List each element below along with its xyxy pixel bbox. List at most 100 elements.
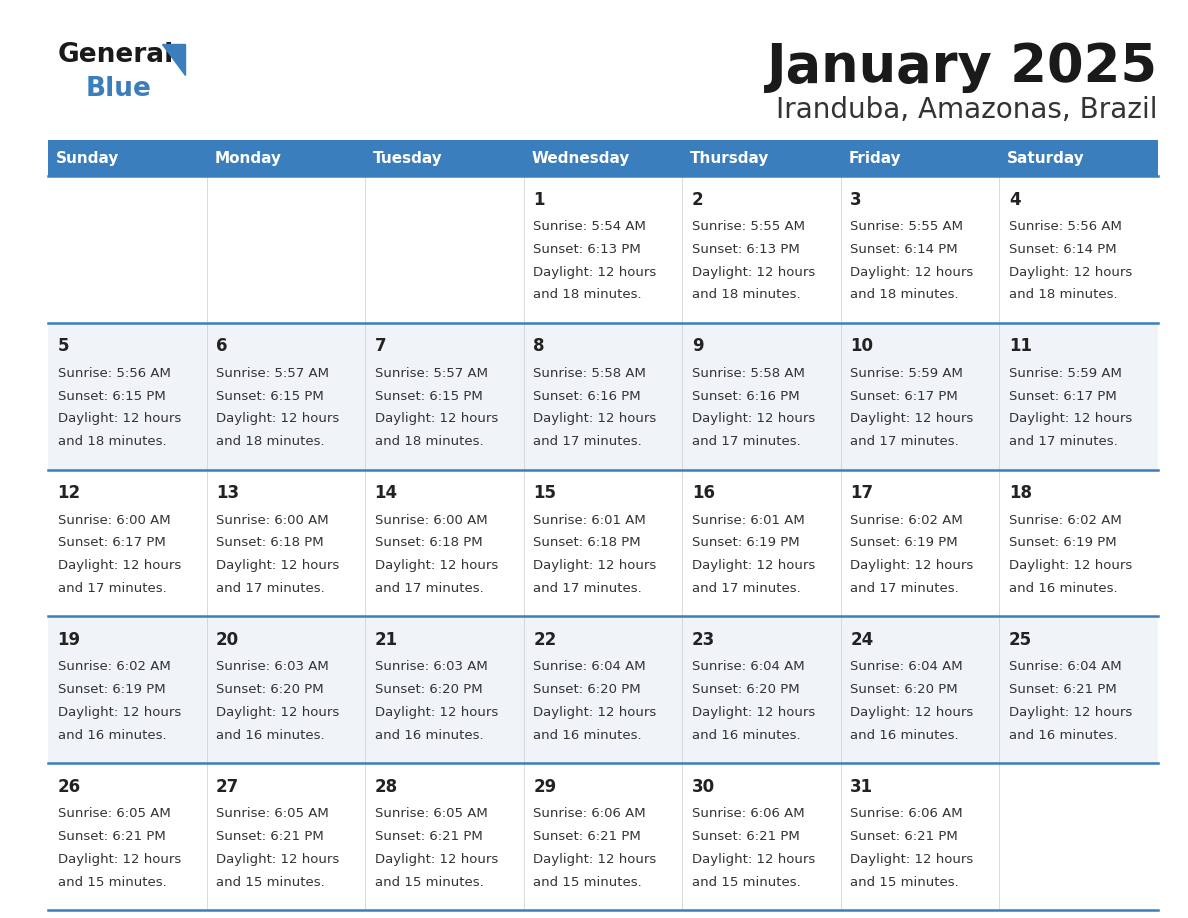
Text: Sunrise: 6:06 AM: Sunrise: 6:06 AM	[691, 807, 804, 821]
Text: Sunrise: 6:04 AM: Sunrise: 6:04 AM	[1009, 660, 1121, 674]
Text: and 18 minutes.: and 18 minutes.	[1009, 288, 1118, 301]
Text: Friday: Friday	[848, 151, 902, 165]
Text: Daylight: 12 hours: Daylight: 12 hours	[691, 412, 815, 425]
Text: and 15 minutes.: and 15 minutes.	[57, 876, 166, 889]
Text: and 17 minutes.: and 17 minutes.	[533, 582, 642, 595]
Text: Sunrise: 6:05 AM: Sunrise: 6:05 AM	[374, 807, 487, 821]
Text: Sunrise: 6:00 AM: Sunrise: 6:00 AM	[374, 514, 487, 527]
Text: and 15 minutes.: and 15 minutes.	[691, 876, 801, 889]
Text: Wednesday: Wednesday	[532, 151, 630, 165]
Text: Daylight: 12 hours: Daylight: 12 hours	[533, 559, 657, 572]
Text: and 15 minutes.: and 15 minutes.	[216, 876, 324, 889]
Text: Thursday: Thursday	[690, 151, 770, 165]
Text: and 18 minutes.: and 18 minutes.	[57, 435, 166, 448]
Text: and 17 minutes.: and 17 minutes.	[851, 435, 959, 448]
Text: 5: 5	[57, 338, 69, 355]
Text: 17: 17	[851, 485, 873, 502]
Text: Daylight: 12 hours: Daylight: 12 hours	[216, 853, 340, 866]
Text: and 16 minutes.: and 16 minutes.	[374, 729, 484, 742]
Text: Sunrise: 6:04 AM: Sunrise: 6:04 AM	[691, 660, 804, 674]
Text: Sunrise: 6:06 AM: Sunrise: 6:06 AM	[851, 807, 963, 821]
Text: Sunset: 6:16 PM: Sunset: 6:16 PM	[691, 389, 800, 403]
Text: and 16 minutes.: and 16 minutes.	[216, 729, 324, 742]
Text: Sunset: 6:13 PM: Sunset: 6:13 PM	[533, 242, 642, 256]
Text: Sunset: 6:21 PM: Sunset: 6:21 PM	[533, 830, 642, 843]
Text: Daylight: 12 hours: Daylight: 12 hours	[57, 412, 181, 425]
Text: Sunset: 6:21 PM: Sunset: 6:21 PM	[851, 830, 958, 843]
Text: Sunset: 6:19 PM: Sunset: 6:19 PM	[57, 683, 165, 696]
Text: Daylight: 12 hours: Daylight: 12 hours	[691, 706, 815, 719]
Text: and 17 minutes.: and 17 minutes.	[691, 582, 801, 595]
Text: 4: 4	[1009, 191, 1020, 208]
Text: 12: 12	[57, 485, 81, 502]
Text: Sunrise: 6:00 AM: Sunrise: 6:00 AM	[216, 514, 329, 527]
Text: and 15 minutes.: and 15 minutes.	[533, 876, 642, 889]
Text: Sunrise: 6:01 AM: Sunrise: 6:01 AM	[533, 514, 646, 527]
Text: Daylight: 12 hours: Daylight: 12 hours	[216, 559, 340, 572]
Text: Daylight: 12 hours: Daylight: 12 hours	[374, 559, 498, 572]
Text: and 18 minutes.: and 18 minutes.	[533, 288, 642, 301]
Text: Sunrise: 6:04 AM: Sunrise: 6:04 AM	[851, 660, 963, 674]
Text: and 16 minutes.: and 16 minutes.	[1009, 582, 1118, 595]
Text: Daylight: 12 hours: Daylight: 12 hours	[691, 265, 815, 278]
Text: Daylight: 12 hours: Daylight: 12 hours	[1009, 706, 1132, 719]
Text: Sunset: 6:16 PM: Sunset: 6:16 PM	[533, 389, 640, 403]
Text: Daylight: 12 hours: Daylight: 12 hours	[851, 412, 974, 425]
Text: Sunset: 6:20 PM: Sunset: 6:20 PM	[374, 683, 482, 696]
Text: Daylight: 12 hours: Daylight: 12 hours	[533, 706, 657, 719]
Text: Daylight: 12 hours: Daylight: 12 hours	[851, 559, 974, 572]
Text: Sunrise: 5:55 AM: Sunrise: 5:55 AM	[851, 220, 963, 233]
Bar	[841, 140, 999, 176]
Text: Sunrise: 5:56 AM: Sunrise: 5:56 AM	[57, 367, 170, 380]
Text: Sunset: 6:14 PM: Sunset: 6:14 PM	[851, 242, 958, 256]
Text: Sunrise: 5:56 AM: Sunrise: 5:56 AM	[1009, 220, 1121, 233]
Text: 27: 27	[216, 778, 239, 796]
Text: Sunset: 6:18 PM: Sunset: 6:18 PM	[216, 536, 323, 549]
Text: 16: 16	[691, 485, 715, 502]
Text: Sunrise: 5:59 AM: Sunrise: 5:59 AM	[851, 367, 963, 380]
Text: and 16 minutes.: and 16 minutes.	[691, 729, 801, 742]
Text: 8: 8	[533, 338, 545, 355]
Text: Sunset: 6:15 PM: Sunset: 6:15 PM	[57, 389, 165, 403]
Bar	[48, 616, 1158, 763]
Text: 19: 19	[57, 631, 81, 649]
Text: 10: 10	[851, 338, 873, 355]
Text: Sunset: 6:18 PM: Sunset: 6:18 PM	[374, 536, 482, 549]
Text: Daylight: 12 hours: Daylight: 12 hours	[57, 853, 181, 866]
Text: and 18 minutes.: and 18 minutes.	[374, 435, 484, 448]
Text: Tuesday: Tuesday	[373, 151, 443, 165]
Text: January 2025: January 2025	[767, 41, 1158, 93]
Text: Daylight: 12 hours: Daylight: 12 hours	[1009, 412, 1132, 425]
Bar	[48, 470, 1158, 616]
Text: Daylight: 12 hours: Daylight: 12 hours	[533, 853, 657, 866]
Text: Daylight: 12 hours: Daylight: 12 hours	[533, 412, 657, 425]
Text: Sunrise: 6:05 AM: Sunrise: 6:05 AM	[57, 807, 170, 821]
Text: Daylight: 12 hours: Daylight: 12 hours	[216, 706, 340, 719]
Text: Daylight: 12 hours: Daylight: 12 hours	[57, 559, 181, 572]
Text: and 18 minutes.: and 18 minutes.	[851, 288, 959, 301]
Bar	[48, 140, 207, 176]
Text: 15: 15	[533, 485, 556, 502]
Text: Sunset: 6:20 PM: Sunset: 6:20 PM	[216, 683, 323, 696]
Text: Daylight: 12 hours: Daylight: 12 hours	[691, 559, 815, 572]
Text: 7: 7	[374, 338, 386, 355]
Bar	[48, 176, 1158, 323]
Text: Sunset: 6:15 PM: Sunset: 6:15 PM	[374, 389, 482, 403]
Text: 31: 31	[851, 778, 873, 796]
Text: 6: 6	[216, 338, 228, 355]
Text: and 17 minutes.: and 17 minutes.	[374, 582, 484, 595]
Text: 23: 23	[691, 631, 715, 649]
Text: and 17 minutes.: and 17 minutes.	[1009, 435, 1118, 448]
Text: 21: 21	[374, 631, 398, 649]
Text: Sunrise: 5:54 AM: Sunrise: 5:54 AM	[533, 220, 646, 233]
Text: Sunrise: 6:01 AM: Sunrise: 6:01 AM	[691, 514, 804, 527]
Text: Sunrise: 5:59 AM: Sunrise: 5:59 AM	[1009, 367, 1121, 380]
Text: Sunset: 6:13 PM: Sunset: 6:13 PM	[691, 242, 800, 256]
Text: Sunset: 6:19 PM: Sunset: 6:19 PM	[691, 536, 800, 549]
Text: Sunset: 6:21 PM: Sunset: 6:21 PM	[691, 830, 800, 843]
Text: Sunrise: 6:06 AM: Sunrise: 6:06 AM	[533, 807, 646, 821]
Text: Sunrise: 5:57 AM: Sunrise: 5:57 AM	[374, 367, 487, 380]
Text: Sunrise: 6:02 AM: Sunrise: 6:02 AM	[1009, 514, 1121, 527]
Text: Sunrise: 5:57 AM: Sunrise: 5:57 AM	[216, 367, 329, 380]
Text: Sunset: 6:20 PM: Sunset: 6:20 PM	[851, 683, 958, 696]
